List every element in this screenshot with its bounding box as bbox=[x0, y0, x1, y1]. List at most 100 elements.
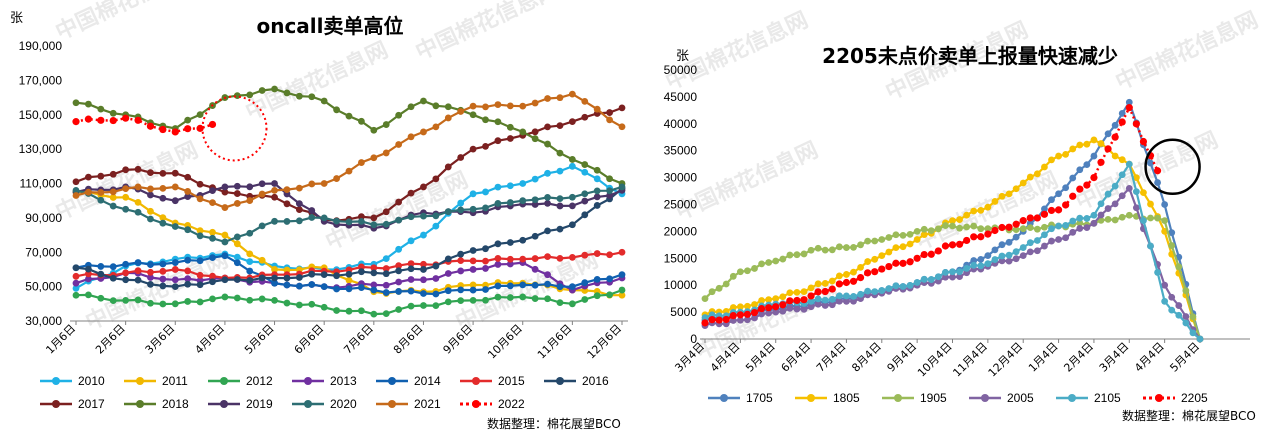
data-point-2021 bbox=[358, 159, 365, 166]
data-point-2012 bbox=[221, 293, 229, 301]
data-point-2105 bbox=[1026, 239, 1034, 247]
data-point-2010 bbox=[544, 169, 551, 177]
legend-label: 2005 bbox=[1007, 391, 1034, 405]
data-point-1805 bbox=[1132, 174, 1140, 182]
data-point-2011 bbox=[283, 266, 291, 274]
data-point-2010 bbox=[382, 255, 390, 263]
data-point-2015 bbox=[544, 253, 551, 261]
data-point-2010 bbox=[568, 162, 576, 170]
data-point-2021 bbox=[258, 190, 266, 198]
legend-item-2013: 2013 bbox=[292, 374, 357, 388]
x-tick-label: 7月6日 bbox=[341, 322, 376, 357]
data-point-1805 bbox=[1019, 179, 1027, 187]
data-point-2015 bbox=[556, 254, 564, 262]
data-point-1805 bbox=[1090, 136, 1098, 144]
data-point-2021 bbox=[295, 184, 303, 192]
data-point-1905 bbox=[708, 288, 716, 296]
legend-swatch-marker bbox=[981, 394, 989, 402]
data-point-2013 bbox=[432, 275, 440, 282]
data-point-2021 bbox=[593, 105, 601, 113]
data-point-2205 bbox=[934, 247, 942, 255]
data-point-2205 bbox=[856, 274, 865, 282]
data-point-2205 bbox=[828, 285, 836, 293]
data-point-1905 bbox=[779, 255, 787, 263]
legend-item-2011: 2011 bbox=[124, 374, 188, 388]
data-point-2018 bbox=[494, 118, 502, 126]
data-point-2022 bbox=[84, 115, 93, 123]
data-point-2013 bbox=[506, 260, 514, 268]
data-point-1805 bbox=[906, 240, 914, 248]
data-point-2005 bbox=[1033, 247, 1041, 255]
data-point-2016 bbox=[407, 265, 415, 273]
data-point-2012 bbox=[283, 299, 291, 307]
data-point-2017 bbox=[606, 109, 613, 116]
data-point-2005 bbox=[1076, 225, 1084, 232]
data-point-2205 bbox=[729, 312, 737, 320]
data-point-2014 bbox=[97, 263, 105, 270]
data-point-2011 bbox=[122, 193, 130, 201]
data-point-2205 bbox=[786, 297, 794, 305]
data-point-2021 bbox=[171, 183, 179, 191]
data-point-2012 bbox=[159, 300, 167, 308]
data-point-2105 bbox=[1097, 200, 1105, 208]
data-point-2022 bbox=[196, 124, 204, 132]
data-point-2105 bbox=[949, 268, 956, 276]
data-point-1805 bbox=[1005, 190, 1013, 198]
data-point-2015 bbox=[568, 254, 576, 261]
data-point-2019 bbox=[581, 197, 589, 205]
data-point-2005 bbox=[998, 257, 1006, 265]
x-tick-label: 10月4日 bbox=[915, 340, 955, 380]
data-point-2017 bbox=[506, 135, 514, 142]
data-point-2016 bbox=[457, 250, 465, 258]
data-point-2005 bbox=[828, 301, 836, 309]
data-point-2105 bbox=[857, 290, 864, 298]
data-point-2018 bbox=[519, 128, 527, 136]
data-point-2014 bbox=[382, 289, 390, 296]
data-point-2021 bbox=[333, 175, 340, 182]
data-point-2205 bbox=[814, 288, 822, 296]
data-point-1905 bbox=[956, 224, 963, 232]
data-point-2019 bbox=[568, 202, 576, 210]
data-point-2017 bbox=[358, 213, 365, 221]
data-point-2015 bbox=[420, 260, 427, 268]
data-point-2017 bbox=[271, 193, 278, 201]
data-point-2005 bbox=[786, 304, 794, 312]
data-point-2205 bbox=[991, 226, 999, 235]
data-point-2016 bbox=[134, 276, 142, 284]
data-point-2016 bbox=[72, 264, 80, 272]
data-point-2205 bbox=[955, 240, 964, 248]
data-point-2105 bbox=[850, 292, 857, 300]
data-point-2019 bbox=[606, 192, 613, 199]
data-point-2016 bbox=[519, 236, 527, 244]
y-tick-label: 50000 bbox=[664, 63, 698, 77]
data-point-2014 bbox=[184, 256, 192, 264]
data-point-2016 bbox=[544, 227, 551, 235]
legend-item-1705: 1705 bbox=[708, 391, 773, 405]
data-point-2205 bbox=[765, 304, 773, 312]
data-point-1805 bbox=[1118, 156, 1126, 164]
x-tick-label: 9月4日 bbox=[885, 340, 920, 375]
data-point-1705 bbox=[1090, 152, 1098, 160]
y-tick-label: 90,000 bbox=[25, 211, 62, 225]
legend-swatch-marker bbox=[388, 400, 396, 408]
data-point-1705 bbox=[1076, 166, 1084, 174]
data-point-2013 bbox=[85, 275, 92, 283]
data-point-2017 bbox=[432, 175, 440, 183]
data-point-2013 bbox=[370, 281, 378, 289]
data-point-2205 bbox=[715, 316, 723, 324]
data-point-2011 bbox=[134, 198, 142, 206]
left-chart-footer: 数据整理：棉花展望BCO bbox=[487, 416, 621, 431]
data-point-2018 bbox=[370, 126, 378, 134]
data-point-2010 bbox=[72, 284, 80, 292]
data-point-2018 bbox=[444, 103, 452, 111]
data-point-2020 bbox=[519, 197, 527, 205]
data-point-1805 bbox=[892, 244, 900, 252]
data-point-2018 bbox=[556, 149, 564, 157]
data-point-2021 bbox=[444, 114, 452, 122]
data-point-2015 bbox=[184, 267, 192, 275]
data-point-2012 bbox=[382, 310, 390, 318]
data-point-1905 bbox=[871, 237, 879, 245]
data-point-2005 bbox=[807, 303, 815, 311]
x-tick-label: 12月4日 bbox=[986, 340, 1026, 380]
